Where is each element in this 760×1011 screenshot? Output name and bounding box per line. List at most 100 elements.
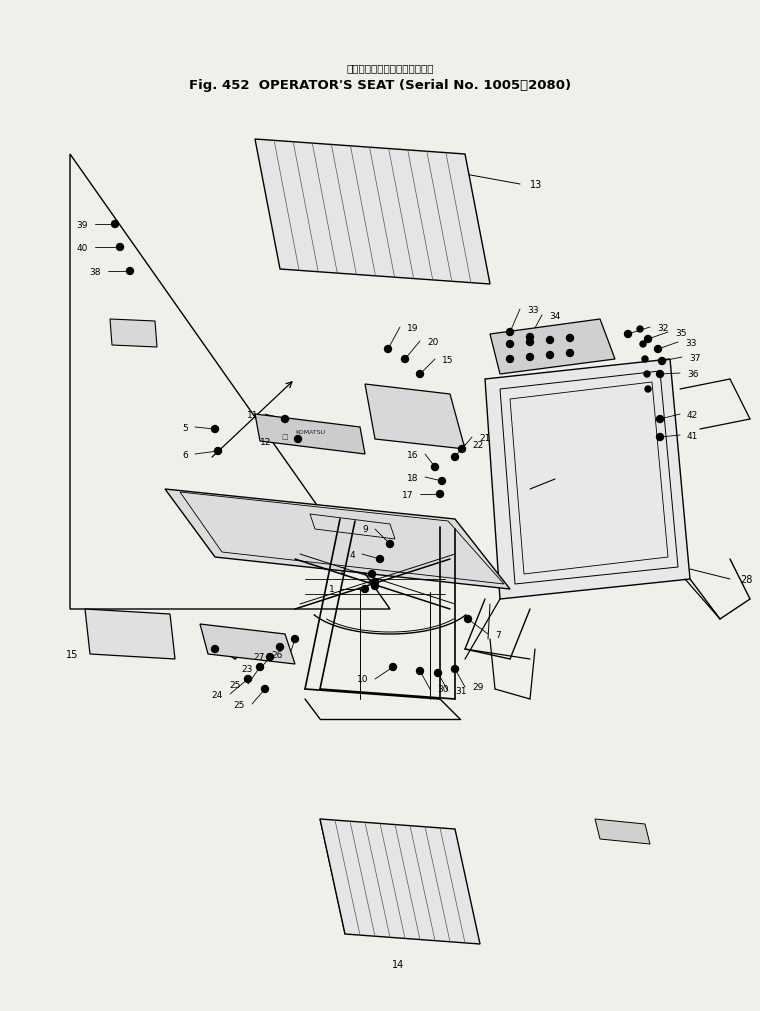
Text: 6: 6	[182, 450, 188, 459]
Circle shape	[211, 426, 219, 433]
Circle shape	[464, 616, 471, 623]
Text: 33: 33	[527, 305, 539, 314]
Text: 40: 40	[77, 244, 88, 253]
Circle shape	[625, 332, 632, 338]
Circle shape	[112, 221, 119, 228]
Circle shape	[389, 664, 397, 671]
Text: 21: 21	[479, 433, 490, 442]
Circle shape	[642, 357, 648, 363]
Text: 5: 5	[182, 423, 188, 432]
Circle shape	[657, 371, 663, 378]
Text: 13: 13	[530, 180, 542, 190]
Circle shape	[245, 675, 252, 682]
Text: 24: 24	[212, 690, 223, 699]
Circle shape	[294, 436, 302, 443]
Text: 2: 2	[340, 567, 345, 576]
Text: 12: 12	[260, 437, 271, 446]
Circle shape	[439, 478, 445, 485]
Circle shape	[506, 330, 514, 337]
Text: 33: 33	[685, 338, 696, 347]
Circle shape	[527, 354, 534, 361]
Circle shape	[281, 417, 289, 423]
Text: 20: 20	[427, 337, 439, 346]
Circle shape	[211, 646, 219, 653]
Text: 37: 37	[689, 353, 701, 362]
Text: 32: 32	[657, 324, 668, 333]
Polygon shape	[255, 415, 365, 455]
Text: 27: 27	[254, 653, 265, 662]
Circle shape	[416, 371, 423, 378]
Polygon shape	[490, 319, 615, 375]
Circle shape	[292, 636, 299, 643]
Text: 42: 42	[687, 410, 698, 420]
Circle shape	[566, 350, 574, 357]
Circle shape	[658, 358, 666, 365]
Circle shape	[451, 454, 458, 461]
Polygon shape	[255, 140, 490, 285]
Circle shape	[654, 346, 661, 353]
Text: 41: 41	[687, 431, 698, 440]
Circle shape	[657, 434, 663, 441]
Text: 22: 22	[472, 440, 483, 449]
Circle shape	[116, 245, 124, 252]
Circle shape	[506, 341, 514, 348]
Circle shape	[657, 417, 663, 423]
Circle shape	[214, 448, 221, 455]
Polygon shape	[485, 360, 690, 600]
Circle shape	[372, 583, 378, 589]
Text: 39: 39	[77, 220, 88, 229]
Circle shape	[376, 556, 384, 563]
Circle shape	[362, 586, 369, 592]
Circle shape	[385, 346, 391, 353]
Circle shape	[387, 541, 394, 548]
Polygon shape	[165, 489, 510, 589]
Polygon shape	[110, 319, 157, 348]
Circle shape	[451, 666, 458, 673]
Circle shape	[644, 372, 650, 378]
Text: 18: 18	[407, 473, 418, 482]
Text: 25: 25	[230, 679, 241, 688]
Circle shape	[645, 386, 651, 392]
Text: 11: 11	[246, 410, 258, 420]
Text: 1: 1	[329, 585, 335, 593]
Text: Fig. 452  OPERATOR'S SEAT (Serial No. 1005～2080): Fig. 452 OPERATOR'S SEAT (Serial No. 100…	[189, 79, 571, 91]
Text: 23: 23	[242, 665, 253, 674]
Circle shape	[566, 336, 574, 342]
Circle shape	[416, 668, 423, 674]
Polygon shape	[85, 610, 175, 659]
Text: 38: 38	[90, 267, 101, 276]
Text: KOMATSU: KOMATSU	[295, 429, 325, 434]
Circle shape	[637, 327, 643, 333]
Circle shape	[458, 446, 465, 453]
Text: 35: 35	[675, 329, 686, 337]
Circle shape	[435, 670, 442, 676]
Circle shape	[401, 356, 409, 363]
Text: 17: 17	[401, 490, 413, 499]
Circle shape	[546, 337, 553, 344]
Text: 34: 34	[549, 311, 560, 320]
Circle shape	[261, 685, 268, 693]
Circle shape	[256, 664, 264, 671]
Circle shape	[369, 571, 375, 578]
Circle shape	[506, 356, 514, 363]
Circle shape	[277, 644, 283, 651]
Text: 15: 15	[65, 649, 78, 659]
Polygon shape	[320, 819, 480, 944]
Circle shape	[546, 352, 553, 359]
Circle shape	[372, 579, 378, 586]
Text: 29: 29	[472, 682, 483, 692]
Circle shape	[527, 335, 534, 341]
Text: 28: 28	[740, 574, 752, 584]
Circle shape	[436, 491, 444, 498]
Circle shape	[640, 342, 646, 348]
Text: 36: 36	[687, 369, 698, 378]
Circle shape	[267, 654, 274, 661]
Text: 14: 14	[392, 959, 404, 969]
Text: 10: 10	[356, 674, 368, 683]
Text: 15: 15	[442, 355, 454, 364]
Text: 30: 30	[437, 684, 448, 694]
Circle shape	[644, 337, 651, 343]
Polygon shape	[365, 384, 465, 450]
Text: 9: 9	[363, 525, 368, 534]
Polygon shape	[200, 625, 295, 664]
